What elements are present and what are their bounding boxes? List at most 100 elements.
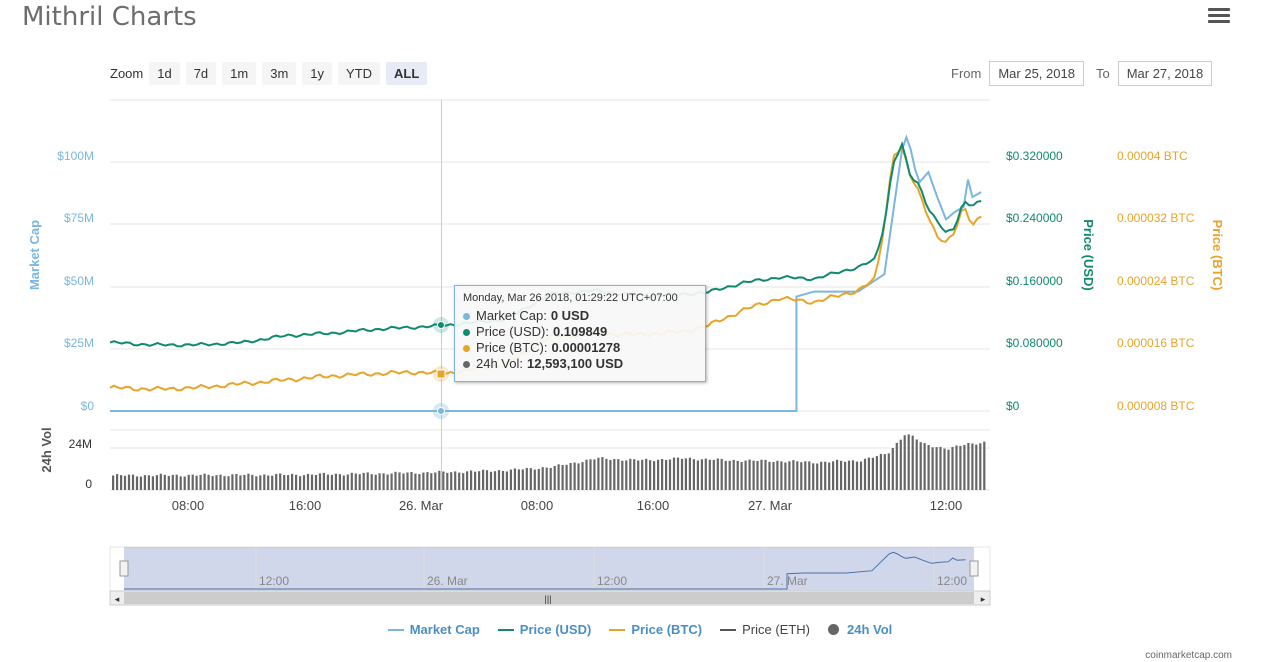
volume-bar xyxy=(875,456,878,490)
volume-bar xyxy=(267,475,270,490)
volume-bar xyxy=(350,472,353,490)
volume-bar xyxy=(223,476,226,490)
volume-bar xyxy=(680,458,684,490)
volume-bar xyxy=(943,448,946,490)
legend-item-price-usd[interactable]: Price (USD) xyxy=(497,622,591,637)
legend-item-price-eth[interactable]: Price (ETH) xyxy=(720,622,810,637)
volume-bar xyxy=(462,473,465,490)
navigator-left-handle[interactable] xyxy=(119,560,129,577)
volume-bar xyxy=(438,470,441,490)
volume-bar xyxy=(151,476,154,490)
legend-item-price-btc[interactable]: Price (BTC) xyxy=(609,622,702,637)
volume-bar xyxy=(474,471,477,490)
volume-bar xyxy=(867,457,870,490)
tooltip-dot-icon xyxy=(463,312,470,320)
volume-bar xyxy=(454,471,457,490)
volume-bar xyxy=(482,469,485,490)
scrollbar-thumb[interactable] xyxy=(124,592,974,604)
mcap-tick-25m: $25M xyxy=(64,336,94,350)
btc-tick-16: 0.000016 BTC xyxy=(1117,336,1195,350)
volume-bar xyxy=(808,461,811,490)
btc-tick-32: 0.000032 BTC xyxy=(1117,211,1195,225)
volume-bar xyxy=(422,472,425,490)
tooltip-dot-icon xyxy=(463,328,470,336)
vol-tick-0: 0 xyxy=(85,477,92,491)
btc-tick-8: 0.000008 BTC xyxy=(1117,399,1195,413)
zoom-ytd-button[interactable]: YTD xyxy=(338,62,381,85)
volume-bar xyxy=(485,470,489,490)
volume-bar xyxy=(450,472,453,490)
volume-bar xyxy=(330,474,333,490)
scroll-right-arrow-icon[interactable]: ▸ xyxy=(981,594,986,604)
zoom-1d-button[interactable]: 1d xyxy=(149,62,180,85)
navigator-right-handle[interactable] xyxy=(969,560,979,577)
volume-bar xyxy=(911,435,914,490)
volume-bar xyxy=(776,460,779,490)
volume-bar xyxy=(505,471,508,490)
volume-bar xyxy=(824,461,827,490)
date-range: From Mar 25, 2018 To Mar 27, 2018 xyxy=(951,61,1213,86)
volume-bar xyxy=(537,468,540,490)
volume-bar xyxy=(497,470,501,490)
volume-bar xyxy=(338,474,341,490)
volume-bar xyxy=(593,459,596,490)
usd-tick-160: $0.160000 xyxy=(1006,274,1063,288)
volume-bar xyxy=(545,467,548,490)
navigator[interactable]: 12:00 26. Mar 12:00 27. Mar 12:00 ◂ ▸ ||… xyxy=(109,546,991,606)
volume-bar xyxy=(549,468,552,490)
zoom-7d-button[interactable]: 7d xyxy=(185,62,217,85)
x-tick-1600-b: 16:00 xyxy=(637,498,670,513)
volume-bar xyxy=(577,463,580,490)
usd-hover-marker xyxy=(437,321,445,329)
volume-bar xyxy=(299,476,302,490)
volume-bar xyxy=(227,476,230,490)
volume-bar xyxy=(637,460,640,490)
volume-bar xyxy=(629,458,632,490)
volume-bar xyxy=(123,475,127,490)
volume-bar xyxy=(211,476,214,490)
volume-bar xyxy=(279,473,282,490)
volume-bar xyxy=(684,458,687,490)
zoom-3m-button[interactable]: 3m xyxy=(262,62,297,85)
volume-bar xyxy=(959,445,962,490)
volume-bar xyxy=(832,461,835,490)
volume-bar xyxy=(657,459,660,490)
credit-link[interactable]: coinmarketcap.com xyxy=(1145,650,1232,661)
from-date-input[interactable]: Mar 25, 2018 xyxy=(989,61,1084,86)
volume-bar xyxy=(756,461,759,490)
volume-bar xyxy=(692,459,695,490)
volume-bar xyxy=(752,460,755,490)
zoom-label: Zoom xyxy=(110,66,144,81)
zoom-1m-button[interactable]: 1m xyxy=(222,62,257,85)
volume-bar xyxy=(704,458,707,490)
volume-bar xyxy=(414,473,417,490)
volume-bar xyxy=(127,474,131,490)
volume-bar xyxy=(951,447,954,490)
volume-bar xyxy=(887,453,890,490)
from-label: From xyxy=(951,66,982,81)
volume-bar xyxy=(470,470,473,490)
hamburger-menu-icon[interactable] xyxy=(1208,8,1230,26)
volume-bar xyxy=(394,471,397,490)
to-label: To xyxy=(1095,66,1110,81)
to-date-input[interactable]: Mar 27, 2018 xyxy=(1117,61,1213,86)
nav-tick-1200-a: 12:00 xyxy=(259,574,289,588)
legend-item-market-cap[interactable]: Market Cap xyxy=(387,622,480,637)
x-tick-1200: 12:00 xyxy=(930,498,963,513)
scroll-left-arrow-icon[interactable]: ◂ xyxy=(115,594,120,604)
navigator-selection[interactable] xyxy=(124,547,974,591)
volume-bar xyxy=(135,476,139,490)
legend-item-24h-vol[interactable]: 24h Vol xyxy=(828,622,892,637)
volume-bar xyxy=(700,459,703,490)
volume-bar xyxy=(283,475,286,490)
volume-bar xyxy=(840,460,843,490)
volume-bar xyxy=(899,439,902,490)
btc-tick-24: 0.000024 BTC xyxy=(1117,274,1195,288)
zoom-all-button[interactable]: ALL xyxy=(386,62,428,85)
zoom-1y-button[interactable]: 1y xyxy=(302,62,333,85)
volume-bar xyxy=(183,476,186,490)
volume-bar xyxy=(402,473,405,490)
volume-bar xyxy=(426,472,429,490)
volume-bar xyxy=(259,475,262,490)
